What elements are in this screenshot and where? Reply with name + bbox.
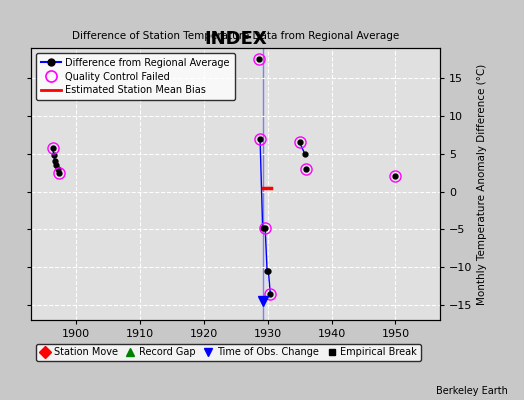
Text: Berkeley Earth: Berkeley Earth [436,386,508,396]
Text: Difference of Station Temperature Data from Regional Average: Difference of Station Temperature Data f… [72,31,399,41]
Legend: Station Move, Record Gap, Time of Obs. Change, Empirical Break: Station Move, Record Gap, Time of Obs. C… [36,344,421,361]
Title: INDEX: INDEX [204,30,267,48]
Y-axis label: Monthly Temperature Anomaly Difference (°C): Monthly Temperature Anomaly Difference (… [477,63,487,305]
